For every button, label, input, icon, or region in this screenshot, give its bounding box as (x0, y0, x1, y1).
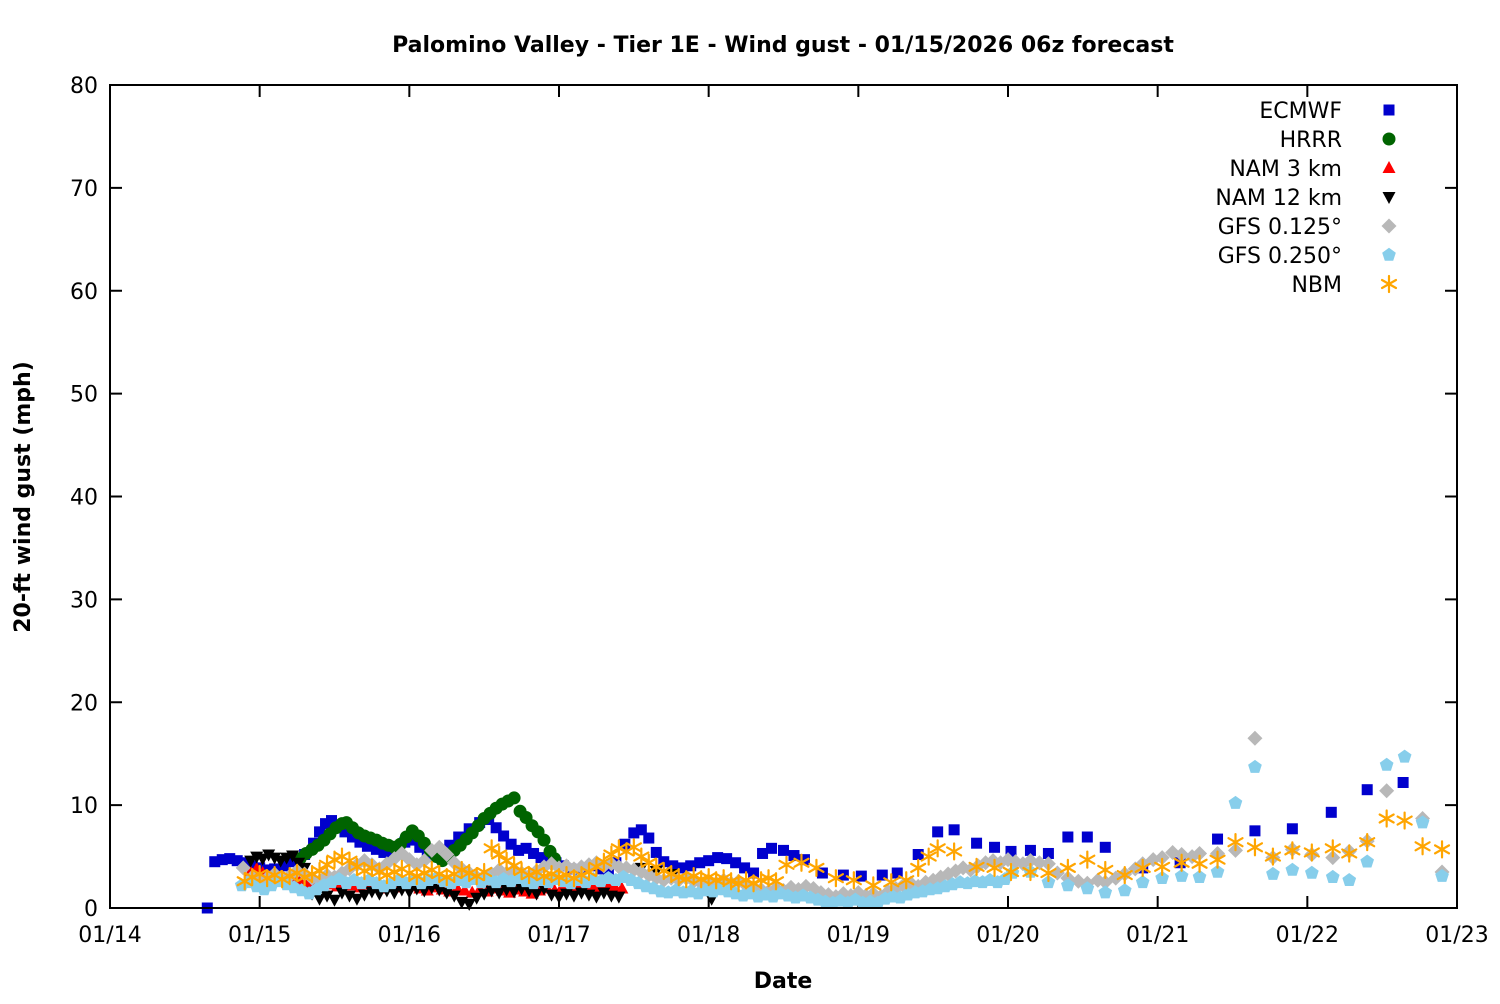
legend-label-nam-12-km: NAM 12 km (1215, 186, 1342, 211)
legend-label-gfs-0-250: GFS 0.250° (1218, 244, 1342, 269)
y-tick-label: 80 (70, 74, 98, 99)
legend-item-hrrr: HRRR (1280, 128, 1396, 153)
plot-axes: 01/14 01/15 01/16 01/17 01/18 01/19 01/20 01/21… (70, 74, 1489, 948)
plot-border (109, 84, 1458, 909)
x-axis-label: Date (754, 969, 813, 994)
legend-item-gfs-0-125: GFS 0.125° (1218, 215, 1397, 240)
x-tick-label: 01/18 (677, 923, 740, 948)
legend-label-nam-3-km: NAM 3 km (1229, 157, 1342, 182)
legend-marker-ecmwf-icon (1383, 104, 1395, 116)
legend-item-gfs-0-250: GFS 0.250° (1218, 244, 1396, 269)
x-tick-label: 01/20 (976, 923, 1039, 948)
x-tick-label: 01/23 (1425, 923, 1488, 948)
legend-marker-nam-3-km-icon (1382, 161, 1396, 173)
legend-item-nam-12-km: NAM 12 km (1215, 186, 1396, 211)
legend-item-nbm: NBM (1291, 273, 1398, 298)
data-series-layer (201, 730, 1451, 914)
legend-marker-hrrr-icon (1382, 132, 1396, 146)
x-tick-label: 01/17 (527, 923, 590, 948)
y-tick-label: 20 (70, 691, 98, 716)
series-hrrr (293, 791, 562, 868)
legend-label-ecmwf: ECMWF (1259, 99, 1342, 124)
x-tick-label: 01/15 (228, 923, 291, 948)
y-tick-label: 60 (70, 280, 98, 305)
legend-marker-gfs-0-125-icon (1381, 218, 1397, 234)
x-tick-label: 01/22 (1276, 923, 1339, 948)
legend-marker-gfs-0-250-icon (1382, 247, 1396, 261)
y-tick-label: 50 (70, 383, 98, 408)
chart-title: Palomino Valley - Tier 1E - Wind gust - … (392, 33, 1174, 58)
x-tick-label: 01/14 (78, 923, 141, 948)
legend-label-gfs-0-125: GFS 0.125° (1218, 215, 1342, 240)
chart-legend: ECMWF HRRR NAM 3 km NAM 12 km GFS 0.125° GFS … (1215, 99, 1398, 298)
legend-item-nam-3-km: NAM 3 km (1229, 157, 1396, 182)
y-tick-label: 70 (70, 177, 98, 202)
x-tick-label: 01/21 (1126, 923, 1189, 948)
legend-label-nbm: NBM (1291, 273, 1342, 298)
legend-marker-nbm-icon (1380, 274, 1398, 294)
legend-marker-nam-12-km-icon (1382, 192, 1396, 204)
y-tick-label: 0 (84, 897, 98, 922)
y-tick-label: 40 (70, 486, 98, 511)
y-tick-label: 30 (70, 588, 98, 613)
y-tick-label: 10 (70, 794, 98, 819)
series-gfs-0-250 (234, 749, 1449, 909)
x-tick-label: 01/16 (378, 923, 441, 948)
legend-item-ecmwf: ECMWF (1259, 99, 1395, 124)
legend-label-hrrr: HRRR (1280, 128, 1342, 153)
series-nbm (236, 809, 1451, 895)
x-tick-label: 01/19 (827, 923, 890, 948)
y-axis-label: 20-ft wind gust (mph) (11, 361, 36, 633)
